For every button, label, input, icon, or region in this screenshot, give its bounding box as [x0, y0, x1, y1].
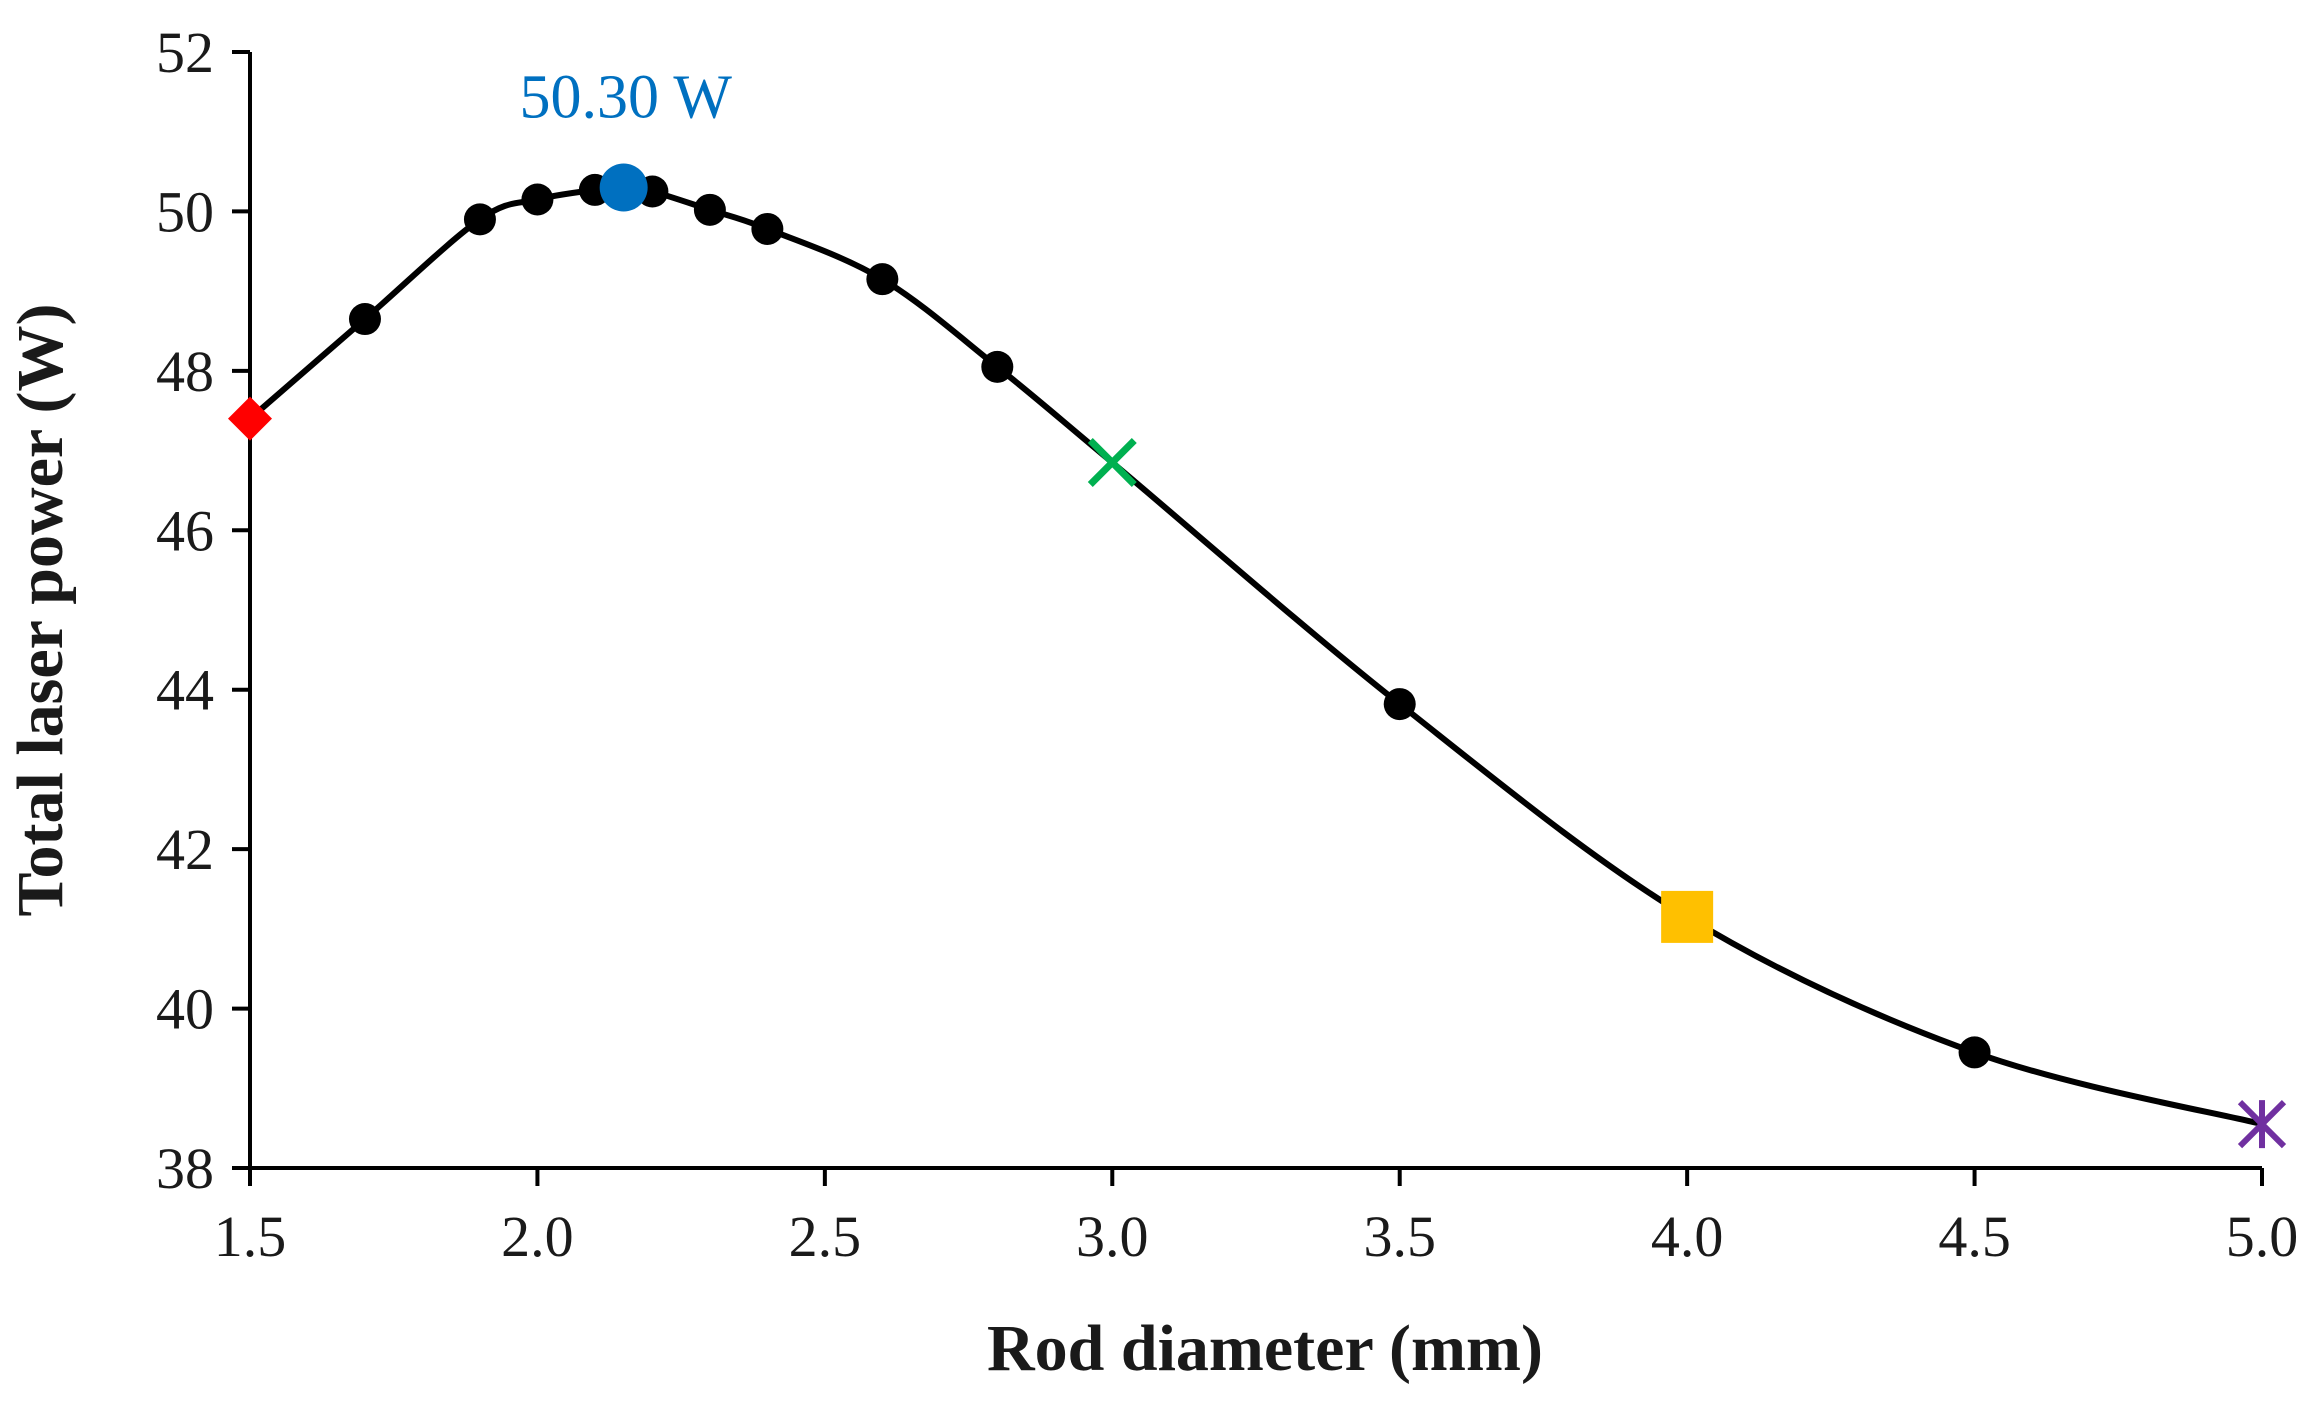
max-point-marker — [599, 163, 648, 212]
data-point — [521, 183, 554, 216]
data-point — [866, 263, 899, 296]
diamond-marker — [228, 396, 272, 441]
x-tick-label: 2.0 — [501, 1204, 574, 1269]
x-tick-label: 2.5 — [789, 1204, 862, 1269]
asterisk-marker — [2237, 1100, 2287, 1149]
markers — [228, 163, 2287, 1149]
y-axis-title: Total laser power (W) — [4, 304, 77, 917]
max-value-annotation: 50.30 W — [519, 64, 732, 132]
y-tick-label: 38 — [156, 1136, 214, 1201]
data-point — [693, 193, 726, 226]
y-tick-label: 46 — [156, 498, 214, 563]
y-tick-label: 50 — [156, 179, 214, 244]
x-tick-label: 3.5 — [1363, 1204, 1436, 1269]
data-point — [463, 203, 496, 236]
data-point — [348, 303, 381, 336]
data-point — [981, 350, 1014, 383]
y-tick-label: 48 — [156, 339, 214, 404]
x-tick-label: 3.0 — [1076, 1204, 1149, 1269]
x-marker — [1087, 438, 1137, 488]
data-point — [1958, 1036, 1991, 1069]
x-tick-label: 1.5 — [214, 1204, 287, 1269]
y-tick-label: 52 — [156, 20, 214, 85]
annotations: 50.30 W — [519, 64, 732, 132]
x-tick-label: 4.5 — [1938, 1204, 2011, 1269]
square-marker — [1661, 890, 1714, 943]
y-tick-label: 40 — [156, 977, 214, 1042]
y-tick-label: 42 — [156, 817, 214, 882]
data-point — [751, 212, 784, 245]
y-tick-label: 44 — [156, 658, 214, 723]
axes — [232, 50, 2264, 1186]
tick-labels: 38 40 42 44 46 48 50 52 1.5 2.0 2.5 3.0 3.5 4.0 4.5 5.0 — [156, 20, 2298, 1269]
data-point — [1383, 688, 1416, 721]
fit-curve-line — [248, 184, 2263, 1128]
curve-layer — [248, 184, 2263, 1128]
x-tick-label: 5.0 — [2226, 1204, 2299, 1269]
x-axis-title: Rod diameter (mm) — [987, 1312, 1543, 1385]
x-tick-label: 4.0 — [1651, 1204, 1724, 1269]
